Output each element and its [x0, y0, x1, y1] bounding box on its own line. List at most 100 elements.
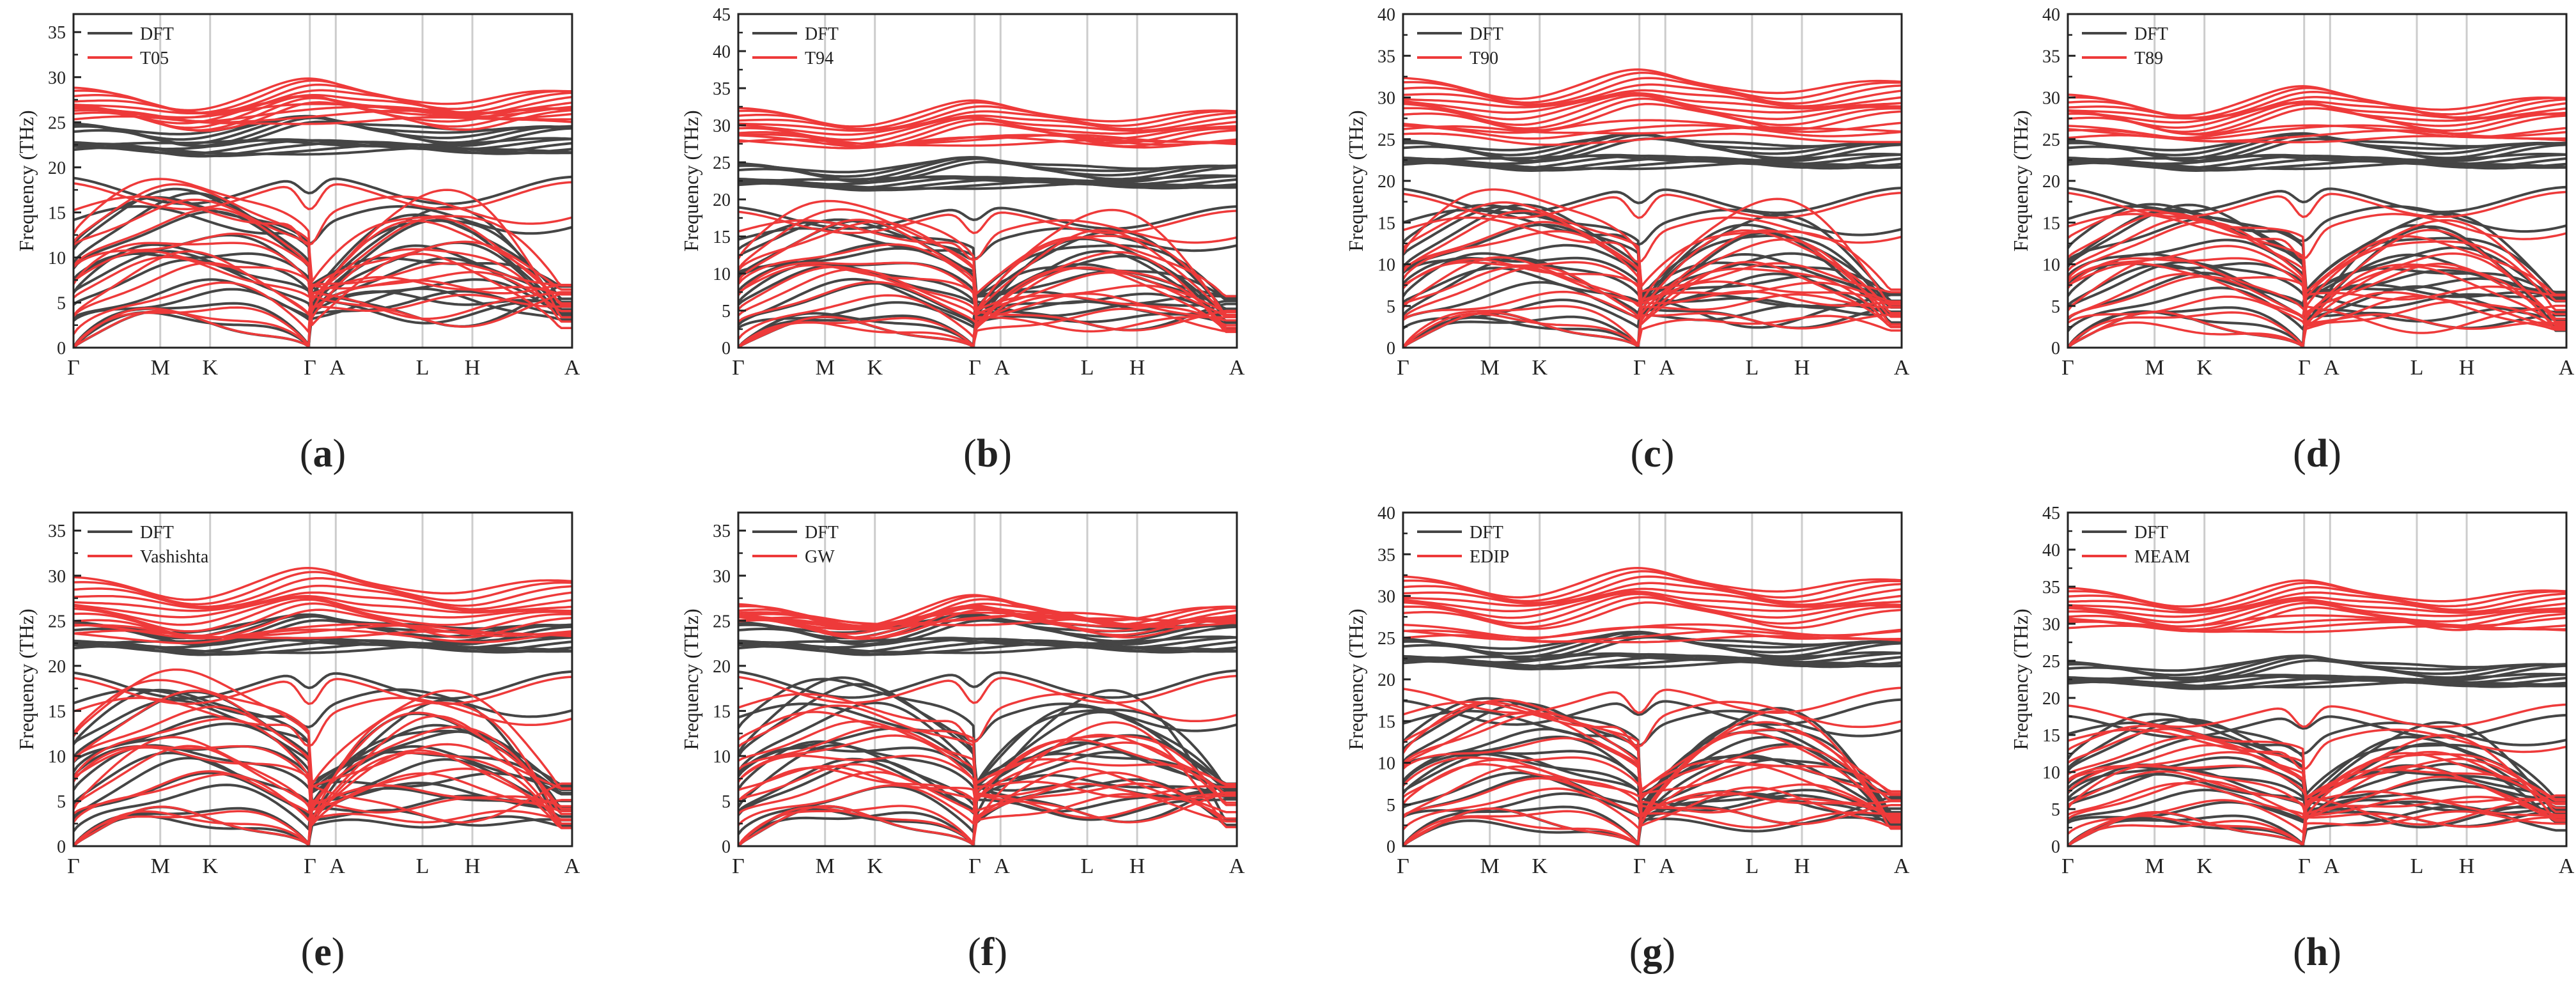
kpoint-label-7: A	[1894, 356, 1910, 380]
band-dft-8	[74, 252, 572, 288]
panel-caption: (c)	[1631, 432, 1675, 475]
band-dft-12	[738, 676, 1237, 789]
band-gw-13	[738, 711, 1237, 828]
panel-caption: (a)	[300, 432, 346, 475]
band-t05-15	[74, 181, 572, 210]
y-tick-label-8: 40	[2042, 541, 2060, 560]
band-meam-18	[2068, 618, 2566, 633]
kpoint-label-1: M	[1480, 854, 1500, 878]
legend-label-dft: DFT	[805, 523, 839, 543]
y-tick-label-5: 25	[1377, 130, 1395, 150]
band-meam-8	[2068, 764, 2566, 801]
band-vashishta-14	[74, 697, 572, 748]
band-t90-16	[1403, 125, 1902, 135]
kpoint-label-3: Γ	[304, 854, 316, 878]
band-vashishta-6	[74, 736, 572, 810]
kpoint-label-6: H	[1794, 356, 1810, 380]
legend-label-edip: EDIP	[1470, 547, 1509, 567]
band-t90-7	[1403, 258, 1902, 328]
legend-label-t94: T94	[805, 49, 834, 68]
band-t90-19	[1403, 119, 1902, 134]
band-edip-6	[1403, 759, 1902, 798]
band-vashishta-27	[74, 576, 572, 608]
kpoint-label-1: M	[151, 356, 170, 380]
kpoint-label-1: M	[816, 356, 835, 380]
y-tick-label-3: 15	[713, 228, 731, 247]
kpoint-label-4: A	[329, 854, 345, 878]
band-t90-21	[1403, 97, 1902, 130]
band-dft-4	[1403, 281, 1902, 321]
y-tick-label-9: 45	[713, 5, 731, 25]
band-t05-14	[74, 195, 572, 246]
kpoint-label-2: K	[1532, 854, 1548, 878]
y-axis-label: Frequency (THz)	[1344, 608, 1367, 750]
kpoint-label-2: K	[867, 356, 883, 380]
band-t94-19	[738, 135, 1237, 150]
band-edip-28	[1403, 570, 1902, 603]
band-dft-15	[1403, 187, 1902, 215]
band-t90-13	[1403, 188, 1902, 309]
kpoint-label-3: Γ	[304, 356, 316, 380]
y-tick-label-4: 20	[2042, 689, 2060, 709]
band-dft-14	[1403, 208, 1902, 246]
y-tick-label-7: 35	[1377, 545, 1395, 565]
band-vashishta-18	[74, 622, 572, 640]
kpoint-label-6: H	[2459, 356, 2475, 380]
y-tick-label-1: 5	[2051, 800, 2060, 820]
band-dft-20	[74, 137, 572, 151]
band-edip-23	[1403, 591, 1902, 619]
band-edip-26	[1403, 582, 1902, 606]
y-tick-label-7: 35	[2042, 47, 2060, 66]
y-axis-label: Frequency (THz)	[679, 110, 702, 251]
band-vashishta-4	[74, 770, 572, 815]
band-vashishta-15	[74, 676, 572, 706]
band-t89-19	[2068, 124, 2566, 139]
band-dft-14	[2068, 205, 2566, 243]
band-t89-2	[2068, 300, 2566, 348]
y-tick-label-0: 0	[57, 339, 66, 359]
y-tick-label-4: 20	[48, 657, 66, 677]
y-tick-label-1: 5	[57, 792, 66, 812]
y-tick-label-3: 15	[1377, 213, 1395, 233]
y-tick-label-1: 5	[1386, 297, 1395, 317]
band-dft-3	[2068, 285, 2566, 332]
legend-label-dft: DFT	[2134, 24, 2168, 44]
band-vashishta-13	[74, 679, 572, 790]
band-t89-10	[2068, 220, 2566, 323]
y-tick-label-5: 25	[2042, 652, 2060, 672]
band-t05-0	[74, 293, 572, 348]
kpoint-label-3: Γ	[1633, 356, 1646, 380]
kpoint-label-0: Γ	[1397, 854, 1409, 878]
band-dft-14	[738, 702, 1237, 743]
y-tick-label-5: 25	[713, 612, 731, 631]
band-t90-6	[1403, 256, 1902, 309]
legend-label-dft: DFT	[1470, 523, 1503, 543]
band-gw-27	[738, 598, 1237, 630]
band-vashishta-28	[74, 571, 572, 606]
band-meam-29	[2068, 579, 2566, 608]
band-dft-4	[738, 759, 1237, 816]
y-tick-label-0: 0	[2051, 837, 2060, 857]
panel-caption: (b)	[963, 432, 1012, 475]
kpoint-label-1: M	[2145, 356, 2164, 380]
band-t90-14	[1403, 216, 1902, 264]
y-tick-label-6: 30	[713, 567, 731, 587]
y-axis-label: Frequency (THz)	[15, 110, 38, 251]
band-edip-15	[1403, 686, 1902, 715]
band-t90-4	[1403, 265, 1902, 320]
band-t89-11	[2068, 217, 2566, 296]
y-tick-label-1: 5	[2051, 297, 2060, 317]
band-vashishta-10	[74, 706, 572, 825]
y-axis-label: Frequency (THz)	[679, 608, 702, 750]
band-t94-29	[738, 99, 1237, 128]
band-edip-25	[1403, 587, 1902, 607]
y-tick-label-4: 20	[713, 657, 731, 677]
kpoint-label-6: H	[465, 356, 481, 380]
y-tick-label-4: 20	[1377, 172, 1395, 192]
kpoint-label-7: A	[2559, 854, 2575, 878]
legend-label-t05: T05	[140, 49, 169, 68]
plot-frame	[737, 511, 1238, 847]
band-gw-5	[738, 763, 1237, 823]
band-edip-7	[1403, 763, 1902, 821]
